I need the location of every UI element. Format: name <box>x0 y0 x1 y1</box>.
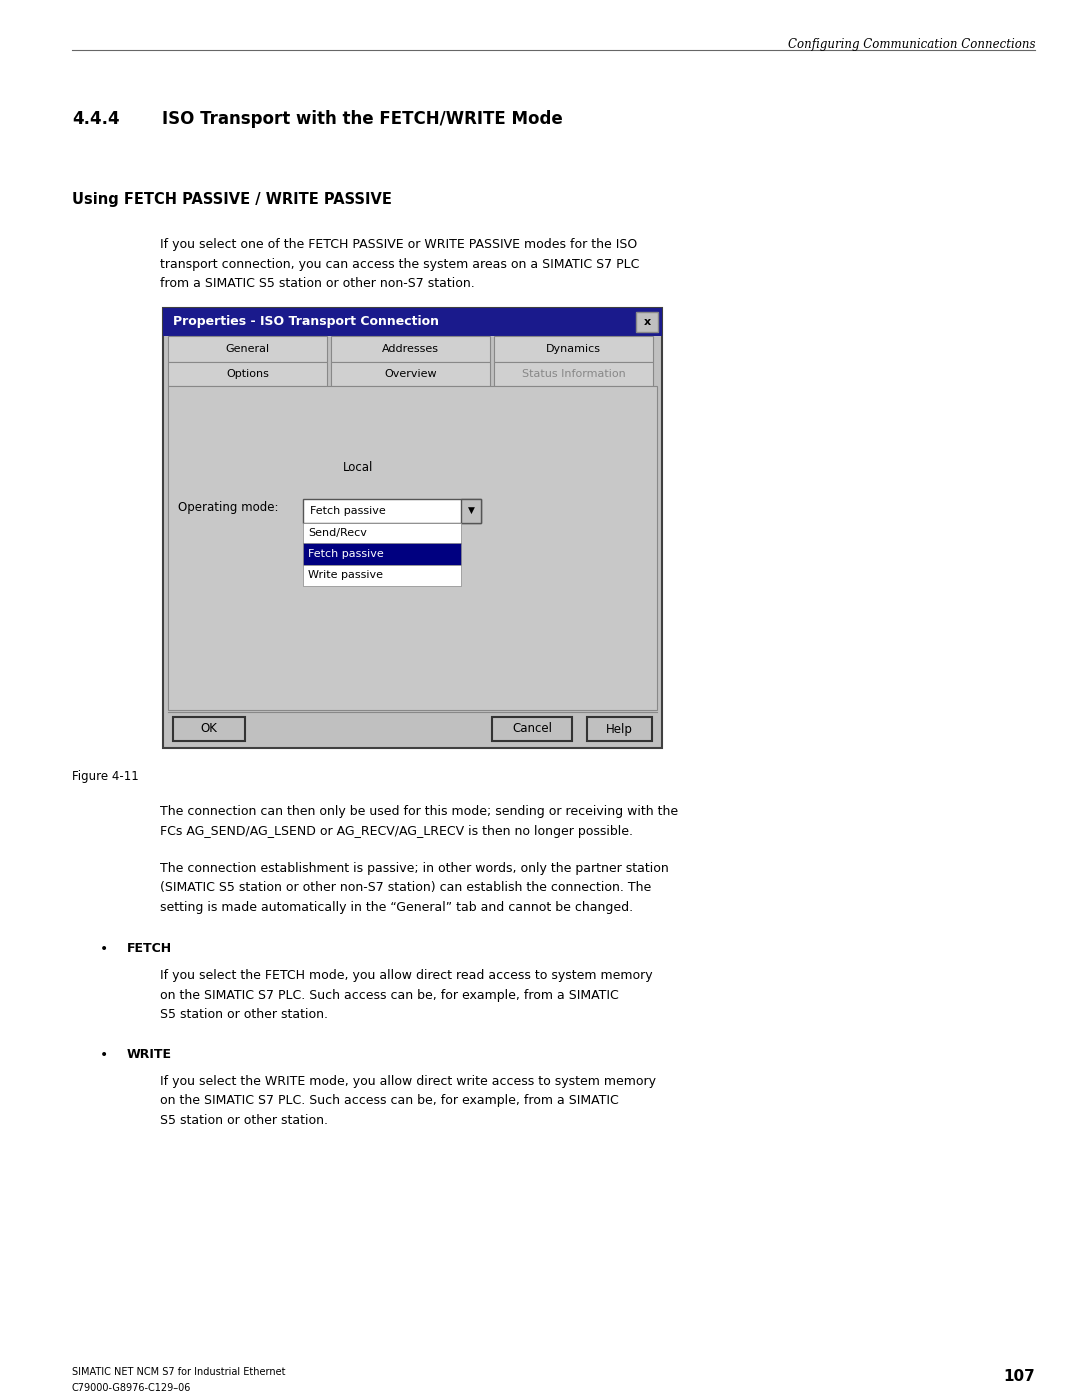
Text: ISO Transport with the FETCH/WRITE Mode: ISO Transport with the FETCH/WRITE Mode <box>162 110 563 129</box>
Text: FETCH: FETCH <box>127 943 172 956</box>
Text: General: General <box>226 344 270 353</box>
Text: The connection establishment is passive; in other words, only the partner statio: The connection establishment is passive;… <box>160 862 669 875</box>
Text: WRITE: WRITE <box>127 1048 172 1060</box>
Bar <box>303 543 461 564</box>
Text: on the SIMATIC S7 PLC. Such access can be, for example, from a SIMATIC: on the SIMATIC S7 PLC. Such access can b… <box>160 989 619 1002</box>
Text: If you select the FETCH mode, you allow direct read access to system memory: If you select the FETCH mode, you allow … <box>160 970 652 982</box>
Text: from a SIMATIC S5 station or other non-S7 station.: from a SIMATIC S5 station or other non-S… <box>160 277 475 291</box>
Text: (SIMATIC S5 station or other non-S7 station) can establish the connection. The: (SIMATIC S5 station or other non-S7 stat… <box>160 882 651 894</box>
Text: SIMATIC NET NCM S7 for Industrial Ethernet: SIMATIC NET NCM S7 for Industrial Ethern… <box>72 1368 285 1377</box>
Text: •: • <box>100 943 108 957</box>
Text: Cancel: Cancel <box>512 722 552 735</box>
Text: The connection can then only be used for this mode; sending or receiving with th: The connection can then only be used for… <box>160 805 678 819</box>
Bar <box>492 717 572 740</box>
Text: Addresses: Addresses <box>382 344 438 353</box>
Text: Status Information: Status Information <box>522 369 625 379</box>
Text: Properties - ISO Transport Connection: Properties - ISO Transport Connection <box>173 316 438 328</box>
Bar <box>494 362 653 386</box>
Bar <box>173 717 245 740</box>
Text: on the SIMATIC S7 PLC. Such access can be, for example, from a SIMATIC: on the SIMATIC S7 PLC. Such access can b… <box>160 1094 619 1108</box>
Text: OK: OK <box>201 722 217 735</box>
Text: Send/Recv: Send/Recv <box>308 528 367 538</box>
Bar <box>303 499 481 522</box>
Bar <box>330 337 490 362</box>
Bar <box>494 337 653 362</box>
Bar <box>168 362 327 386</box>
Text: Dynamics: Dynamics <box>546 344 600 353</box>
Text: •: • <box>100 1048 108 1062</box>
Text: x: x <box>644 317 650 327</box>
Bar <box>636 312 658 332</box>
Text: C79000-G8976-C129–06: C79000-G8976-C129–06 <box>72 1383 191 1393</box>
Text: 107: 107 <box>1003 1369 1035 1384</box>
Text: Write passive: Write passive <box>308 570 383 580</box>
Text: If you select the WRITE mode, you allow direct write access to system memory: If you select the WRITE mode, you allow … <box>160 1076 656 1088</box>
Text: Local: Local <box>343 461 374 474</box>
Text: Fetch passive: Fetch passive <box>310 506 386 515</box>
Bar <box>168 337 327 362</box>
Text: Figure 4-11: Figure 4-11 <box>72 770 138 782</box>
Text: Help: Help <box>606 722 633 735</box>
Text: transport connection, you can access the system areas on a SIMATIC S7 PLC: transport connection, you can access the… <box>160 257 639 271</box>
Text: setting is made automatically in the “General” tab and cannot be changed.: setting is made automatically in the “Ge… <box>160 901 633 914</box>
Text: Fetch passive: Fetch passive <box>308 549 383 559</box>
Bar <box>461 499 481 522</box>
Text: 4.4.4: 4.4.4 <box>72 110 120 129</box>
Text: Using FETCH PASSIVE / WRITE PASSIVE: Using FETCH PASSIVE / WRITE PASSIVE <box>72 191 392 207</box>
Bar <box>330 362 490 386</box>
Text: Configuring Communication Connections: Configuring Communication Connections <box>787 38 1035 52</box>
Text: If you select one of the FETCH PASSIVE or WRITE PASSIVE modes for the ISO: If you select one of the FETCH PASSIVE o… <box>160 237 637 251</box>
Bar <box>163 307 662 337</box>
Text: S5 station or other station.: S5 station or other station. <box>160 1113 328 1127</box>
Text: Operating mode:: Operating mode: <box>178 500 279 514</box>
Text: Options: Options <box>226 369 269 379</box>
Text: S5 station or other station.: S5 station or other station. <box>160 1009 328 1021</box>
Bar <box>303 564 461 585</box>
Text: Overview: Overview <box>384 369 436 379</box>
Bar <box>303 522 461 543</box>
Text: ▼: ▼ <box>468 506 474 515</box>
Bar <box>588 717 652 740</box>
Bar <box>163 307 662 747</box>
Bar <box>168 386 657 710</box>
Text: FCs AG_SEND/AG_LSEND or AG_RECV/AG_LRECV is then no longer possible.: FCs AG_SEND/AG_LSEND or AG_RECV/AG_LRECV… <box>160 824 633 837</box>
